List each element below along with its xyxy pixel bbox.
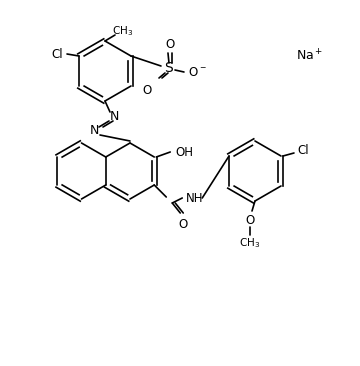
Text: S: S xyxy=(165,61,174,75)
Text: O: O xyxy=(246,214,255,228)
Text: $^-$: $^-$ xyxy=(198,65,208,75)
Text: OH: OH xyxy=(175,146,193,158)
Text: O: O xyxy=(165,37,175,51)
Text: N: N xyxy=(109,109,119,123)
Text: NH: NH xyxy=(185,191,203,205)
Text: CH$_3$: CH$_3$ xyxy=(112,24,134,38)
Text: O: O xyxy=(142,83,152,97)
Text: O: O xyxy=(179,219,188,232)
Text: O: O xyxy=(188,67,198,79)
Text: Na$^+$: Na$^+$ xyxy=(296,48,324,64)
Text: Cl: Cl xyxy=(51,48,63,60)
Text: CH$_3$: CH$_3$ xyxy=(239,236,261,250)
Text: N: N xyxy=(89,124,99,138)
Text: Cl: Cl xyxy=(297,145,309,157)
